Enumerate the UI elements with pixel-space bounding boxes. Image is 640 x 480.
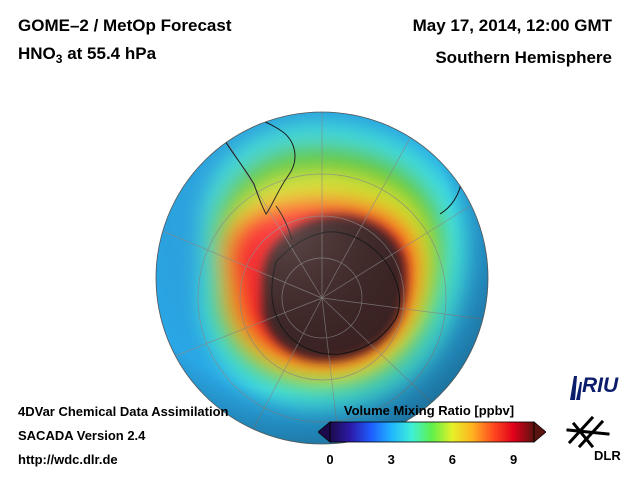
footer-version: SACADA Version 2.4 [18,428,146,443]
colorbar-low-arrow [318,421,331,443]
map-title: GOME–2 / MetOp Forecast [18,16,232,35]
dlr-logo-icon [566,415,610,449]
colorbar [318,421,546,443]
species-subscript: 3 [55,52,63,66]
hemisphere-label: Southern Hemisphere [435,48,612,67]
footer-url: http://wdc.dlr.de [18,452,118,467]
riu-logo-text: RIU [582,374,619,397]
colorbar-tick-label: 6 [448,452,457,467]
colorbar-high-arrow [533,421,546,443]
species-level: at 55.4 hPa [62,44,157,63]
species-label: HNO3 at 55.4 hPa [18,44,156,66]
footer-assimilation: 4DVar Chemical Data Assimilation [18,404,229,419]
colorbar-tick-label: 3 [387,452,395,467]
dlr-logo-text: DLR [594,448,621,463]
colorbar-bar [329,421,535,443]
riu-logo-icon [570,376,582,400]
colorbar-tick-label: 9 [509,452,518,467]
datetime-label: May 17, 2014, 12:00 GMT [412,16,612,35]
colorbar-tick-label: 0 [326,452,334,467]
species-main: HNO [18,44,56,63]
colorbar-title: Volume Mixing Ratio [ppbv] [343,403,515,418]
